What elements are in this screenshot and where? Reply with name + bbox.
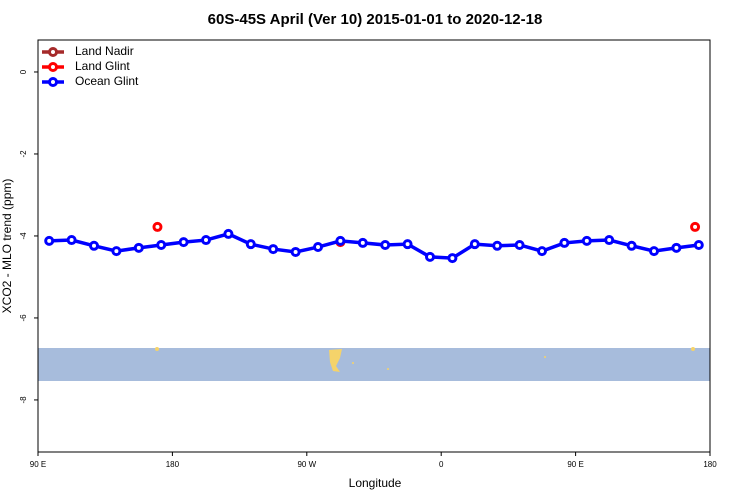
y-tick-label: -4 bbox=[19, 232, 28, 240]
legend-label: Land Glint bbox=[75, 59, 130, 73]
data-point bbox=[156, 239, 167, 250]
y-axis-label: XCO2 - MLO trend (ppm) bbox=[0, 179, 14, 314]
data-point bbox=[626, 240, 637, 251]
data-point bbox=[290, 246, 301, 257]
data-point bbox=[44, 235, 55, 246]
data-point bbox=[223, 228, 234, 239]
data-point bbox=[268, 244, 279, 255]
x-axis-label: Longitude bbox=[349, 476, 402, 490]
data-point bbox=[671, 242, 682, 253]
data-point bbox=[581, 235, 592, 246]
data-point bbox=[357, 237, 368, 248]
data-point bbox=[469, 239, 480, 250]
data-point bbox=[245, 239, 256, 250]
plot-frame bbox=[37, 39, 711, 453]
data-point bbox=[514, 239, 525, 250]
x-tick-label: 0 bbox=[439, 460, 444, 469]
data-point bbox=[380, 239, 391, 250]
data-point bbox=[492, 240, 503, 251]
x-tick-label: 180 bbox=[166, 460, 180, 469]
data-point bbox=[201, 235, 211, 246]
y-tick-label: 0 bbox=[19, 69, 28, 74]
legend-marker bbox=[48, 47, 58, 57]
y-tick-label: -8 bbox=[19, 396, 28, 404]
data-point bbox=[111, 246, 122, 257]
data-point bbox=[66, 235, 77, 246]
data-point bbox=[537, 246, 547, 257]
data-point bbox=[447, 253, 458, 264]
x-tick-label: 90 E bbox=[567, 460, 583, 469]
data-point bbox=[152, 221, 163, 232]
series-line bbox=[49, 232, 700, 260]
data-point bbox=[559, 237, 570, 248]
x-tick-label: 90 W bbox=[297, 460, 316, 469]
data-point bbox=[89, 240, 99, 251]
legend-marker bbox=[48, 77, 58, 87]
data-point bbox=[649, 246, 659, 257]
data-point bbox=[690, 221, 701, 232]
data-point bbox=[604, 235, 615, 246]
legend-marker bbox=[48, 62, 58, 72]
data-point bbox=[402, 239, 413, 250]
x-tick-label: 180 bbox=[703, 460, 717, 469]
data-point bbox=[313, 242, 323, 253]
x-tick-label: 90 E bbox=[30, 460, 46, 469]
y-tick-label: -6 bbox=[19, 314, 28, 322]
data-point bbox=[335, 235, 346, 246]
chart-title: 60S-45S April (Ver 10) 2015-01-01 to 202… bbox=[208, 11, 543, 28]
data-point bbox=[693, 239, 704, 250]
legend-label: Ocean Glint bbox=[75, 74, 139, 88]
y-tick-label: -2 bbox=[19, 150, 28, 158]
data-point bbox=[178, 237, 189, 248]
legend-label: Land Nadir bbox=[75, 44, 134, 58]
map-strip bbox=[38, 347, 710, 381]
data-point bbox=[133, 242, 144, 253]
data-point bbox=[425, 251, 435, 262]
